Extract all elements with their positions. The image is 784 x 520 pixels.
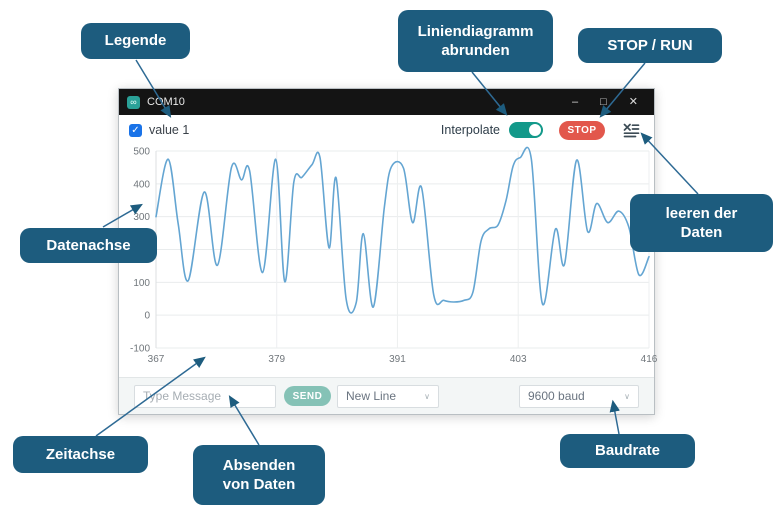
x-axis-tick-label: 367	[148, 354, 165, 365]
y-axis-tick-label: 400	[133, 179, 150, 190]
y-axis-tick-label: 300	[133, 212, 150, 223]
window-title: COM10	[147, 96, 185, 108]
titlebar[interactable]: ∞ COM10 – □ ✕	[119, 89, 654, 115]
callout-absenden-von-daten: Absenden von Daten	[193, 445, 325, 505]
y-axis-tick-label: -100	[130, 344, 150, 355]
minimize-button[interactable]: –	[572, 96, 579, 108]
y-axis-tick-label: 100	[133, 278, 150, 289]
legend-checkbox[interactable]: ✓	[129, 123, 142, 137]
callout-stop-run: STOP / RUN	[578, 28, 722, 63]
x-axis-tick-label: 403	[510, 354, 527, 365]
interpolate-toggle[interactable]	[509, 122, 543, 138]
line-series-value1	[155, 146, 650, 314]
window-controls: – □ ✕	[572, 89, 654, 115]
chevron-down-icon: ∨	[624, 391, 630, 401]
chart-toolbar: ✓ value 1 Interpolate STOP	[119, 115, 654, 145]
baud-rate-select[interactable]: 9600 baud ∨	[519, 384, 639, 408]
line-ending-select[interactable]: New Line ∨	[337, 384, 439, 408]
app-icon: ∞	[127, 95, 140, 109]
message-input[interactable]	[134, 384, 276, 408]
chevron-down-icon: ∨	[424, 391, 430, 401]
close-button[interactable]: ✕	[628, 96, 638, 108]
callout-legende: Legende	[81, 23, 190, 59]
send-button[interactable]: SEND	[284, 386, 331, 406]
line-ending-value: New Line	[346, 389, 397, 403]
serial-monitor-window: ∞ COM10 – □ ✕ ✓ value 1 Interpolate STOP	[118, 88, 658, 415]
serial-bottom-bar: SEND New Line ∨ 9600 baud ∨	[119, 377, 654, 414]
interpolate-label: Interpolate	[440, 123, 500, 137]
clear-data-icon[interactable]	[623, 123, 640, 138]
stop-run-button[interactable]: STOP	[559, 120, 605, 140]
maximize-button[interactable]: □	[600, 96, 607, 108]
x-axis-tick-label: 391	[389, 354, 406, 365]
callout-zeitachse: Zeitachse	[13, 436, 148, 473]
callout-baudrate: Baudrate	[560, 434, 695, 468]
callout-leeren-der-daten: leeren der Daten	[630, 194, 773, 252]
y-axis-tick-label: 0	[144, 311, 150, 322]
callout-liniendiagramm-abrunden: Liniendiagramm abrunden	[398, 10, 553, 72]
baud-rate-value: 9600 baud	[528, 389, 585, 403]
x-axis-tick-label: 416	[641, 354, 658, 365]
toggle-knob	[529, 124, 541, 136]
legend-label: value 1	[149, 123, 190, 137]
y-axis-tick-label: 500	[133, 147, 150, 158]
x-axis-tick-label: 379	[268, 354, 285, 365]
callout-datenachse: Datenachse	[20, 228, 157, 263]
